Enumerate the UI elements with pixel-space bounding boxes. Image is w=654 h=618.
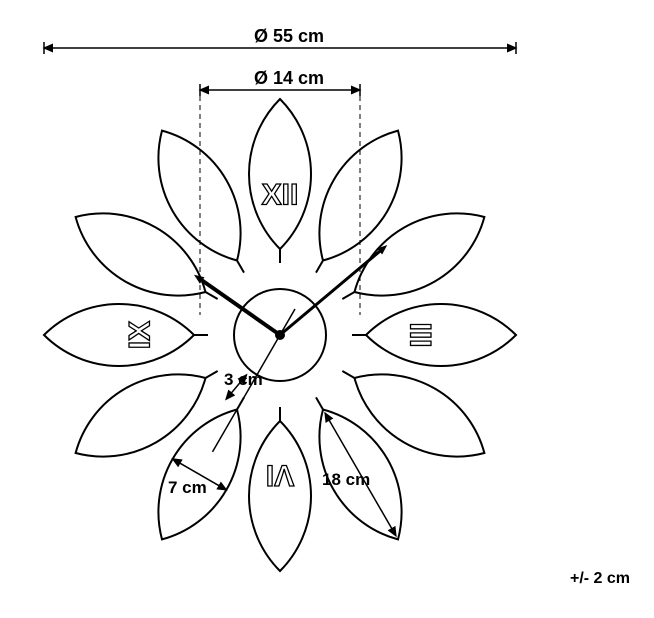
clock-drawing: XII III VI IX [0,0,654,618]
numeral-VI: VI [266,459,294,492]
dim-tolerance-label: +/- 2 cm [570,570,630,588]
dim-petal-w-label: 7 cm [168,478,207,498]
dim-overall-label: Ø 55 cm [254,26,324,47]
diagram-stage: XII III VI IX Ø 55 cm Ø 14 cm 3 cm 7 cm 18 … [0,0,654,618]
center-pin [275,330,285,340]
dim-face-label: Ø 14 cm [254,68,324,89]
numeral-XII: XII [262,178,299,211]
numeral-III: III [404,322,437,347]
numeral-IX: IX [123,321,156,349]
dim-stem-label: 3 cm [224,370,263,390]
dim-petal-l-label: 18 cm [322,470,370,490]
